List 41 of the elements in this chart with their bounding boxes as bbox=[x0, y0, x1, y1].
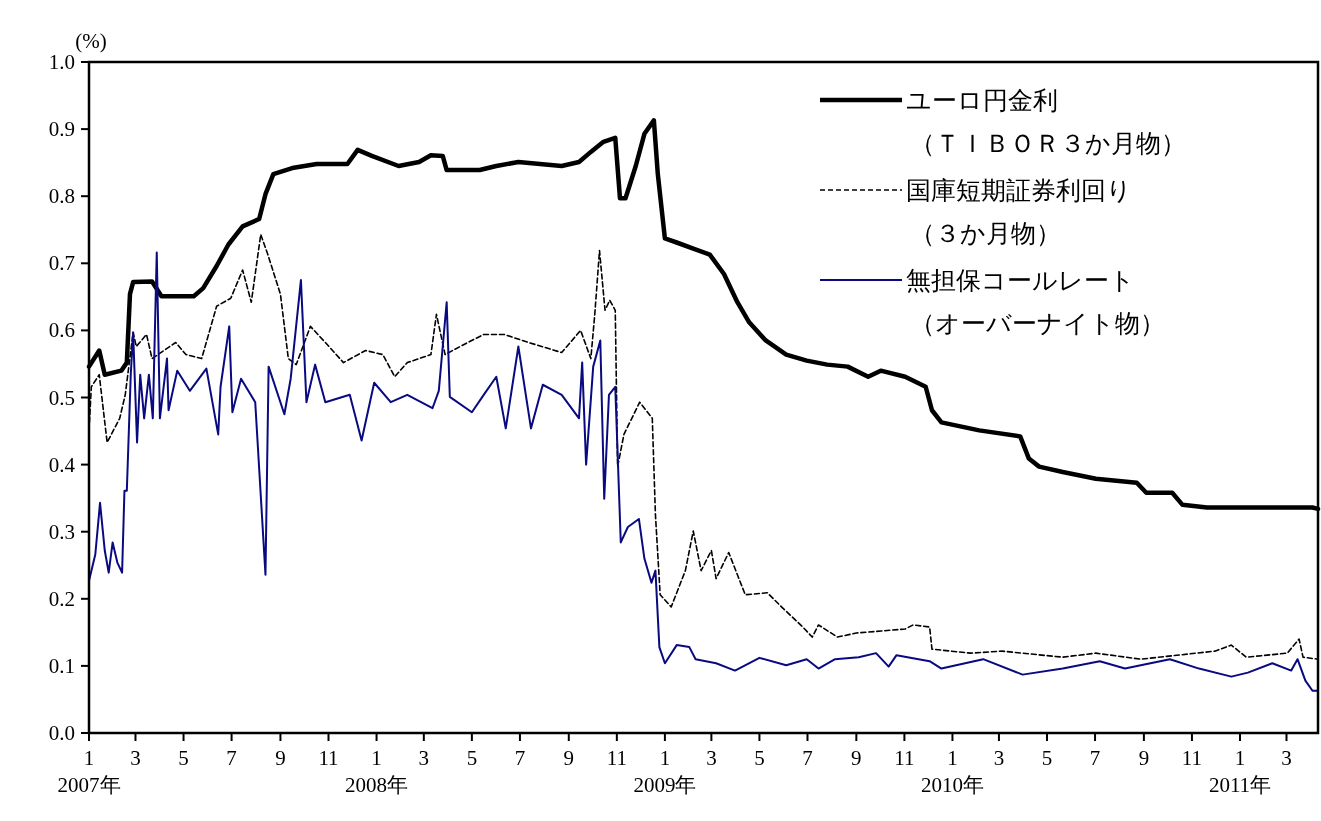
legend-label: 無担保コールレート（オーバーナイト物） bbox=[906, 267, 1165, 337]
legend-label: 国庫短期証券利回り（３か月物） bbox=[906, 177, 1132, 247]
x-tick-label: 5 bbox=[178, 746, 189, 770]
x-tick-label: 1 2011年 bbox=[1208, 746, 1272, 797]
y-tick-label: 0.5 bbox=[48, 385, 75, 410]
y-tick-label: 1.0 bbox=[48, 50, 75, 74]
x-tick-label: 1 2010年 bbox=[920, 746, 984, 797]
y-tick-label: 0.7 bbox=[48, 251, 75, 276]
y-tick-label: 0.8 bbox=[48, 184, 75, 209]
x-tick-label: 1 2007年 bbox=[57, 746, 121, 797]
x-tick-label: 1 2008年 bbox=[345, 746, 409, 797]
x-tick-label: 9 bbox=[851, 746, 862, 770]
x-tick-label: 11 bbox=[1181, 746, 1203, 770]
x-tick-label: 7 bbox=[802, 746, 813, 770]
x-tick-label: 7 bbox=[226, 746, 237, 770]
y-axis-title: (%) bbox=[75, 29, 107, 53]
y-tick-label: 0.3 bbox=[48, 519, 75, 544]
x-tick-label: 9 bbox=[1138, 746, 1150, 770]
y-tick-label: 0.0 bbox=[48, 721, 75, 745]
y-tick-label: 0.9 bbox=[48, 117, 75, 142]
x-tick-label: 5 bbox=[1041, 746, 1053, 770]
x-tick-label: 3 bbox=[418, 746, 430, 770]
x-tick-label: 11 bbox=[318, 746, 339, 770]
x-tick-label: 5 bbox=[466, 746, 478, 770]
x-tick-label: 9 bbox=[563, 746, 575, 770]
x-tick-label: 3 bbox=[1281, 746, 1292, 770]
x-tick-label: 11 bbox=[894, 746, 915, 770]
y-tick-label: 0.2 bbox=[48, 586, 75, 611]
x-tick-label: 11 bbox=[606, 746, 627, 770]
x-tick-label: 9 bbox=[275, 746, 286, 770]
x-tick-label: 7 bbox=[514, 746, 526, 770]
y-tick-label: 0.4 bbox=[48, 452, 76, 477]
y-tick-label: 0.1 bbox=[48, 653, 75, 678]
y-tick-label: 0.6 bbox=[48, 318, 75, 343]
x-tick-label: 3 bbox=[993, 746, 1005, 770]
x-tick-label: 1 2009年 bbox=[633, 746, 697, 797]
x-tick-label: 7 bbox=[1089, 746, 1101, 770]
x-tick-label: 3 bbox=[130, 746, 141, 770]
x-tick-label: 5 bbox=[754, 746, 765, 770]
legend-label: ユーロ円金利（ＴＩＢＯＲ３か月物） bbox=[906, 87, 1186, 157]
x-tick-label: 3 bbox=[706, 746, 717, 770]
